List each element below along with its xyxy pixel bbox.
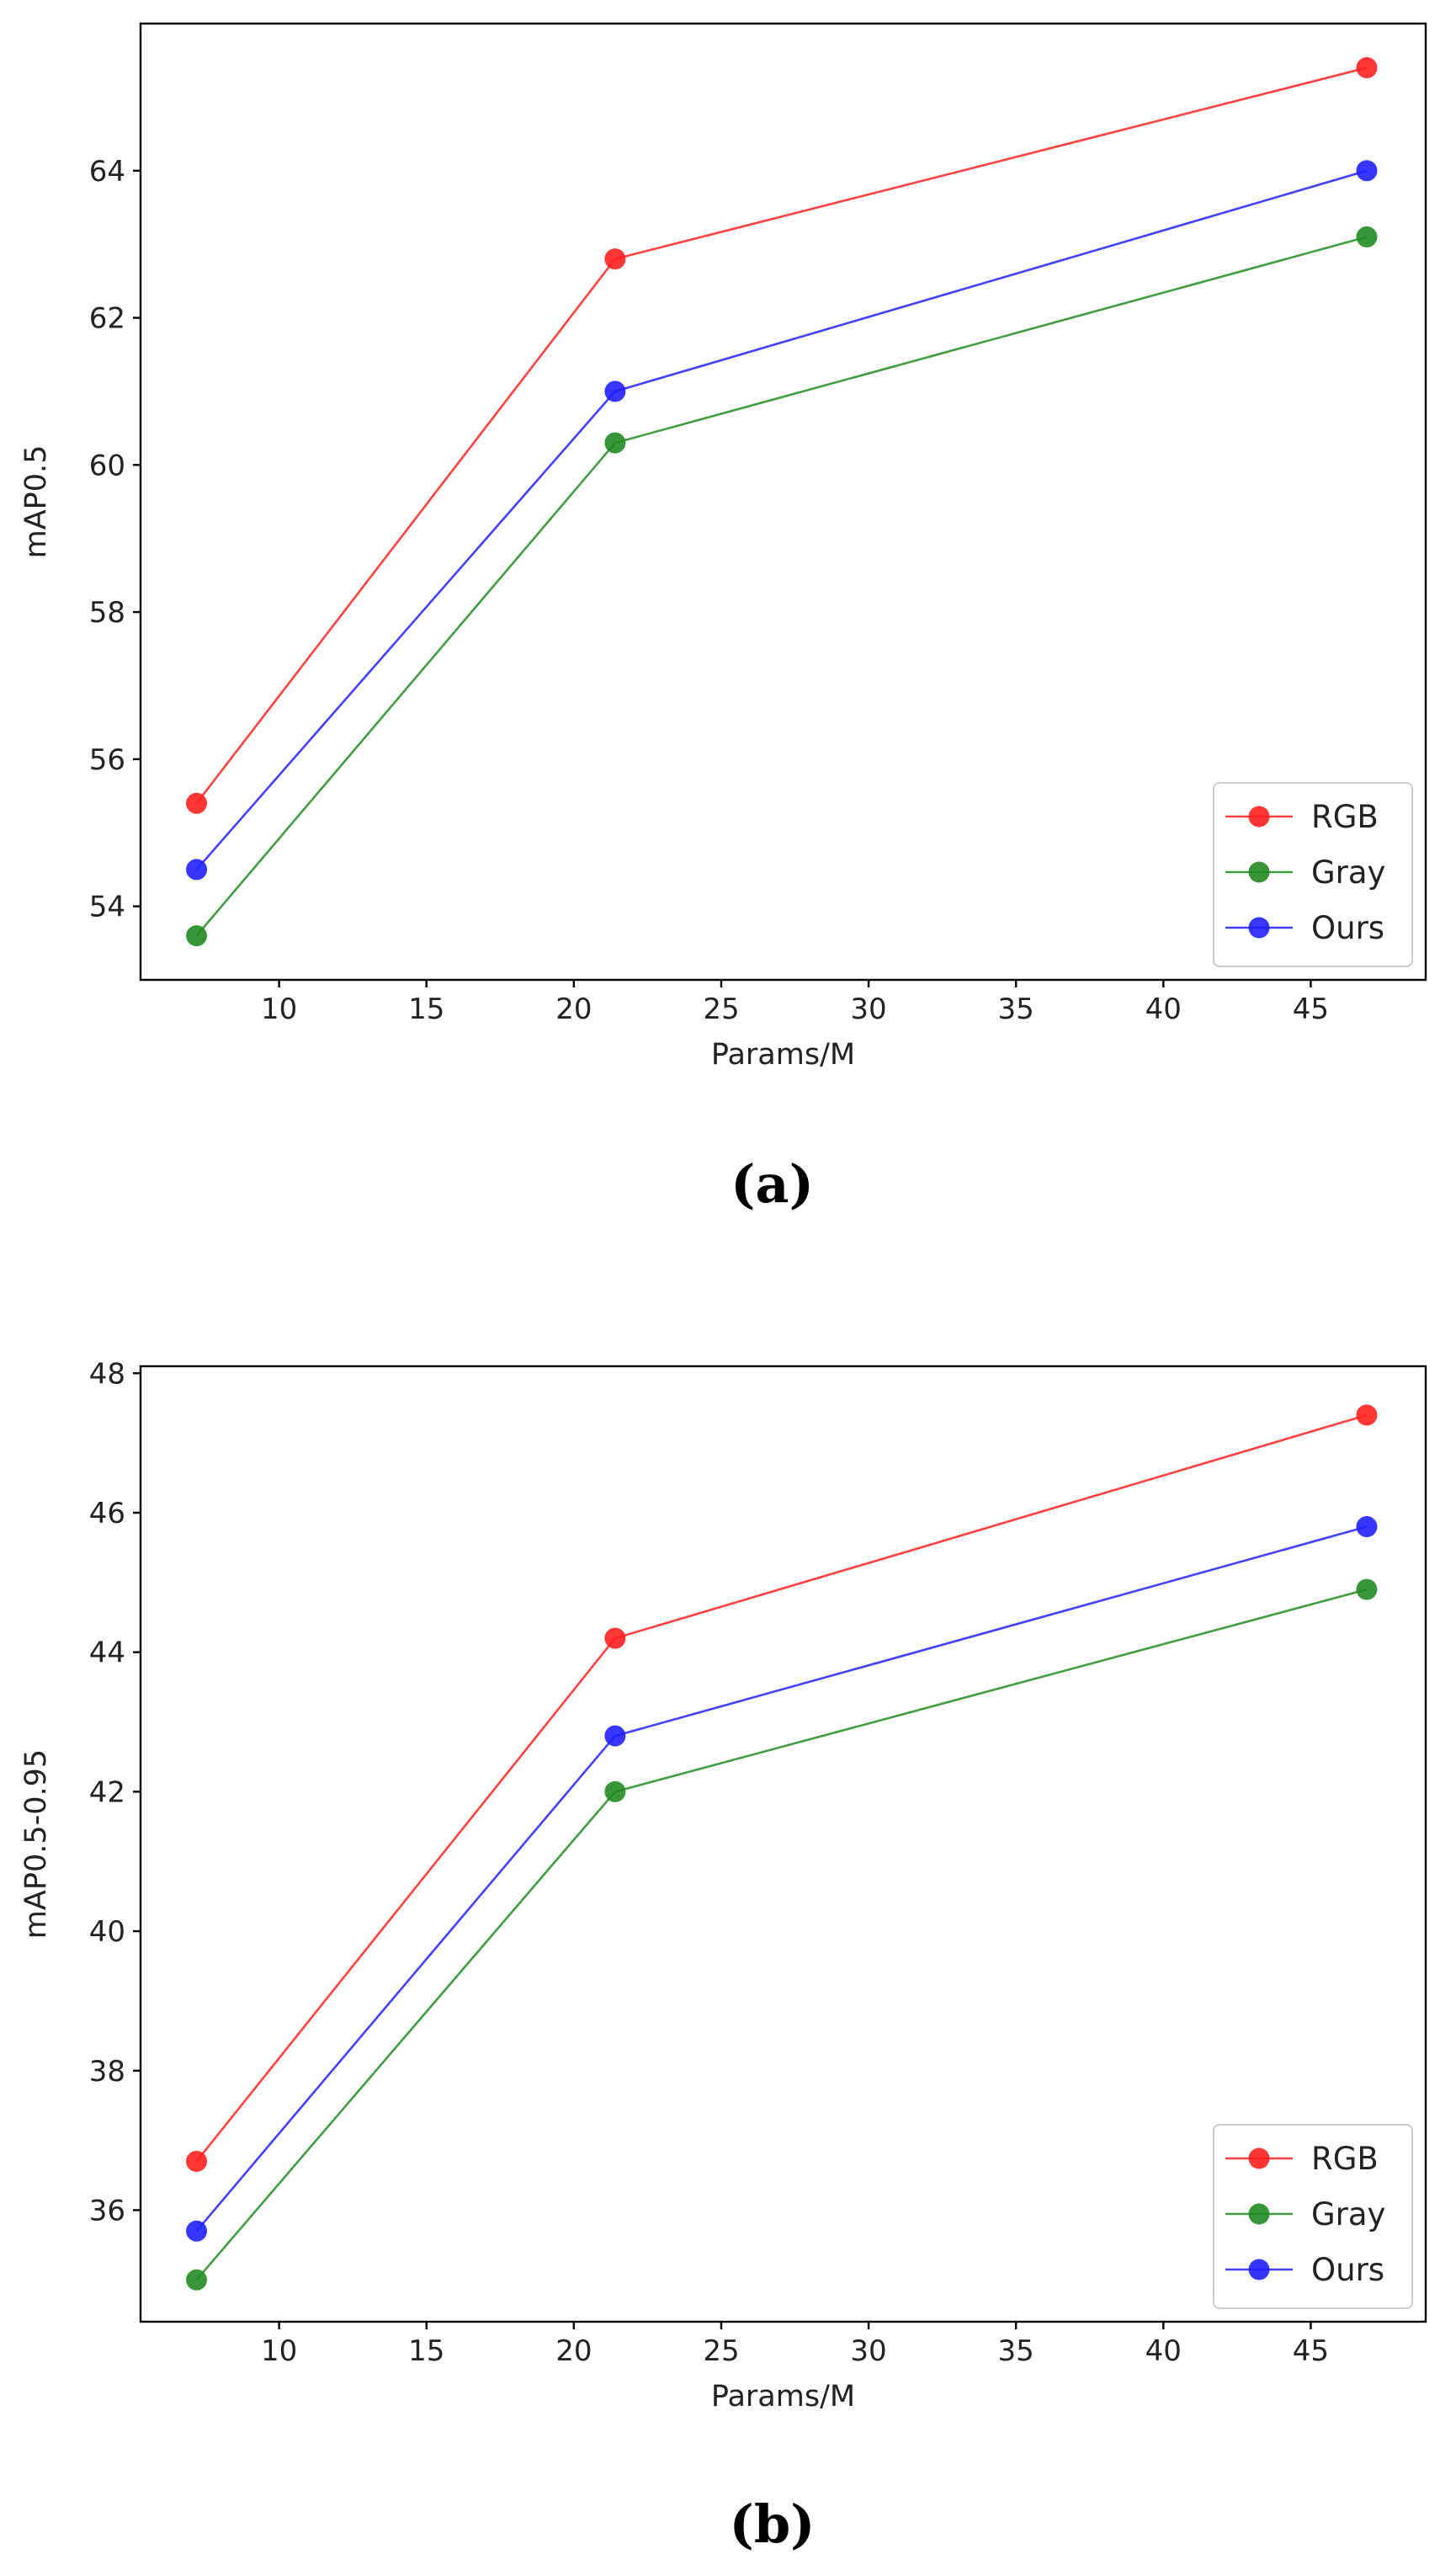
legend-marker-gray [1248, 2203, 1270, 2225]
y-tick-label: 46 [89, 1497, 125, 1530]
y-tick-label: 44 [89, 1636, 125, 1670]
legend-label-gray: Gray [1311, 854, 1385, 891]
data-point-rgb [604, 248, 626, 270]
figure-caption: (b) [729, 2493, 815, 2555]
x-tick-label: 45 [1293, 992, 1329, 1026]
chart-a: 10 15 20 25 30 35 40 45 54 56 58 60 62 64 Params/M mAP0… [19, 22, 1427, 1215]
x-tick-label: 20 [555, 2334, 592, 2368]
y-tick-label: 62 [89, 302, 125, 336]
x-tick-label: 20 [555, 992, 592, 1026]
y-tick-label: 42 [89, 1775, 125, 1809]
x-tick-label: 25 [703, 2334, 739, 2368]
x-tick-label: 35 [998, 992, 1034, 1026]
legend-marker-ours [1248, 2259, 1270, 2280]
chart-b: 10 15 20 25 30 35 40 45 36 38 40 42 44 46 48 Params/M mA… [19, 1357, 1427, 2555]
data-point-ours [1356, 160, 1378, 182]
data-point-gray [186, 2269, 208, 2291]
series-line-ours [195, 169, 1368, 870]
y-tick-label: 40 [89, 1915, 125, 1949]
data-point-rgb [186, 792, 208, 814]
x-tick-label: 15 [408, 992, 444, 1026]
legend-label-rgb: RGB [1311, 2141, 1379, 2177]
x-axis-label: Params/M [711, 2380, 855, 2413]
x-axis-label: Params/M [711, 1038, 855, 1072]
legend-marker-ours [1248, 917, 1270, 939]
data-point-rgb [604, 1627, 626, 1649]
y-tick-label: 58 [89, 596, 125, 630]
data-point-rgb [1356, 1404, 1378, 1426]
x-tick-label: 40 [1145, 992, 1182, 1026]
x-tick-label: 30 [850, 2334, 886, 2368]
series-line-rgb [195, 1413, 1368, 2163]
x-tick-label: 25 [703, 992, 739, 1026]
data-point-gray [604, 432, 626, 454]
y-tick-label: 64 [89, 155, 125, 189]
figure-caption: (a) [731, 1153, 814, 1215]
legend-marker-rgb [1248, 2147, 1270, 2169]
y-tick-label: 48 [89, 1357, 125, 1391]
legend-label-gray: Gray [1311, 2196, 1385, 2232]
y-tick-label: 56 [89, 743, 125, 777]
x-tick-label: 40 [1145, 2334, 1182, 2368]
data-point-ours [604, 380, 626, 402]
series-line-ours [195, 1525, 1368, 2232]
x-tick-label: 10 [261, 992, 297, 1026]
y-tick-label: 60 [89, 449, 125, 482]
y-tick-label: 36 [89, 2194, 125, 2227]
y-tick-label: 38 [89, 2055, 125, 2089]
x-tick-label: 45 [1293, 2334, 1329, 2368]
data-point-gray [186, 925, 208, 947]
x-tick-label: 10 [261, 2334, 297, 2368]
data-point-gray [1356, 1578, 1378, 1600]
data-point-ours [186, 2220, 208, 2242]
legend-label-rgb: RGB [1311, 799, 1379, 835]
data-point-gray [604, 1780, 626, 1802]
plot-frame [139, 22, 1427, 982]
legend-label-ours: Ours [1311, 2252, 1384, 2288]
data-point-gray [1356, 226, 1378, 247]
plot-frame [139, 1365, 1427, 2323]
x-tick-label: 30 [850, 992, 886, 1026]
y-axis-label: mAP0.5 [19, 445, 53, 559]
data-point-ours [186, 859, 208, 881]
series-line-gray [195, 1588, 1368, 2281]
legend-label-ours: Ours [1311, 910, 1384, 946]
x-tick-label: 35 [998, 2334, 1034, 2368]
data-point-rgb [1356, 56, 1378, 78]
data-point-ours [1356, 1516, 1378, 1538]
y-tick-label: 54 [89, 891, 125, 924]
data-point-rgb [186, 2150, 208, 2172]
x-tick-label: 15 [408, 2334, 444, 2368]
legend-marker-gray [1248, 861, 1270, 883]
data-point-ours [604, 1725, 626, 1747]
legend-marker-rgb [1248, 806, 1270, 828]
series-line-rgb [195, 67, 1368, 805]
y-axis-label: mAP0.5-0.95 [19, 1749, 53, 1939]
